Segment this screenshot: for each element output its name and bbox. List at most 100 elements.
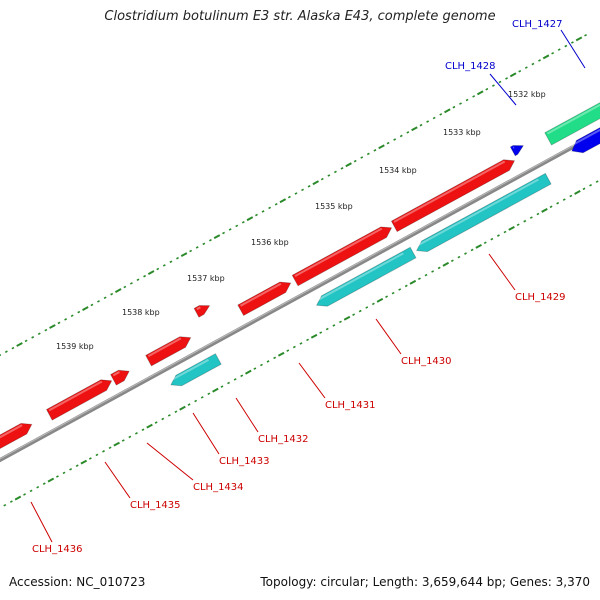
genome-backbone-highlight — [0, 130, 600, 460]
kbp-label: 1533 kbp — [443, 128, 481, 137]
outer-scale-tick — [524, 66, 528, 69]
inner-scale-tick — [9, 500, 13, 503]
reverse-cds-block-shade — [170, 358, 209, 382]
gene-label: CLH_1431 — [325, 400, 376, 411]
inner-scale-tick — [457, 255, 461, 259]
outer-scale-tick — [255, 213, 258, 217]
inner-scale-tick — [442, 261, 450, 267]
inner-scale-tick — [424, 273, 428, 277]
outer-scale-tick — [110, 292, 114, 296]
outer-scale-tick — [202, 242, 206, 246]
inner-scale-tick — [266, 360, 270, 363]
inner-scale-tick — [310, 333, 318, 339]
outer-scale-tick — [64, 318, 68, 321]
outer-scale-tick — [584, 33, 587, 37]
forward-cds-block — [390, 159, 516, 233]
outer-scale-tick — [57, 321, 61, 325]
outer-scale-tick — [143, 274, 147, 278]
inner-scale-tick — [75, 464, 79, 467]
inner-scale-tick — [14, 495, 22, 501]
outer-scale-tick — [312, 180, 319, 186]
outer-scale-tick — [44, 328, 48, 332]
outer-scale-tick — [49, 324, 56, 329]
outer-scale-tick — [70, 314, 74, 318]
outer-scale-tick — [294, 192, 298, 195]
outer-scale-tick — [465, 98, 469, 102]
outer-scale-tick — [393, 138, 397, 141]
outer-scale-tick — [505, 77, 509, 80]
inner-scale-tick — [352, 313, 356, 316]
inner-scale-tick — [260, 363, 263, 367]
gene-label: CLH_1434 — [193, 482, 244, 493]
inner-scale-tick — [343, 315, 351, 321]
gene-label-leader — [192, 412, 220, 455]
inner-scale-tick — [88, 457, 92, 460]
reverse-cds-block — [315, 246, 417, 307]
outer-scale-tick — [491, 84, 495, 87]
inner-scale-tick — [496, 234, 500, 237]
outer-scale-tick — [180, 252, 188, 258]
gene-label-leader — [488, 253, 516, 291]
gene-label: CLH_1429 — [515, 292, 566, 303]
outer-scale-tick — [345, 162, 352, 168]
outer-scale-tick — [498, 80, 502, 84]
outer-scale-tick — [213, 234, 221, 240]
outer-scale-tick — [485, 87, 489, 91]
inner-scale-tick — [556, 201, 560, 205]
outer-scale-tick — [97, 300, 100, 303]
inner-scale-tick — [475, 243, 482, 249]
outer-scale-tick — [334, 170, 337, 174]
forward-cds-block — [110, 369, 130, 386]
inner-scale-tick — [273, 356, 277, 360]
outer-scale-tick — [16, 342, 23, 347]
inner-scale-tick — [325, 327, 329, 331]
gene-label-leader — [375, 318, 402, 355]
inner-scale-tick — [47, 477, 55, 483]
inner-scale-tick — [134, 432, 138, 435]
kbp-label: 1537 kbp — [187, 274, 225, 283]
inner-scale-tick — [464, 252, 467, 255]
inner-scale-tick — [483, 241, 487, 245]
inner-scale-tick — [23, 493, 26, 496]
inner-scale-tick — [187, 403, 191, 406]
outer-scale-tick — [452, 105, 456, 109]
inner-scale-tick — [29, 489, 33, 493]
green-feature-block-shade — [547, 103, 600, 135]
kbp-label: 1538 kbp — [122, 308, 160, 317]
outer-scale-tick — [307, 185, 311, 188]
gene-label: CLH_1430 — [401, 356, 452, 367]
outer-scale-tick — [518, 69, 522, 73]
outer-scale-tick — [114, 288, 122, 293]
outer-scale-tick — [4, 350, 8, 353]
inner-scale-tick — [95, 453, 99, 457]
outer-scale-tick — [287, 195, 291, 199]
kbp-label: 1534 kbp — [379, 166, 417, 175]
gene-label: CLH_1432 — [258, 434, 309, 445]
inner-scale-tick — [141, 428, 145, 432]
inner-scale-tick — [128, 435, 132, 439]
inner-scale-tick — [409, 279, 417, 285]
outer-scale-tick — [366, 152, 370, 156]
inner-scale-tick — [536, 212, 540, 216]
outer-scale-tick — [147, 270, 155, 276]
inner-scale-tick — [371, 302, 375, 306]
outer-scale-tick — [241, 220, 245, 224]
outer-scale-tick — [432, 116, 436, 120]
blue-feature-block — [571, 127, 600, 154]
outer-scale-tick — [542, 54, 550, 60]
outer-scale-tick — [360, 156, 364, 159]
outer-scale-tick — [476, 90, 484, 96]
inner-scale-tick — [200, 396, 204, 399]
outer-scale-tick — [195, 246, 199, 249]
inner-scale-tick — [523, 219, 527, 223]
outer-scale-tick — [169, 260, 173, 264]
outer-scale-tick — [90, 303, 94, 307]
forward-cds-block-shade — [196, 306, 201, 311]
gene-label: CLH_1436 — [32, 544, 83, 555]
inner-scale-tick — [154, 421, 158, 424]
outer-scale-tick — [399, 134, 403, 138]
outer-scale-tick — [11, 346, 15, 350]
inner-scale-tick — [562, 198, 566, 201]
inner-scale-tick — [69, 468, 73, 471]
